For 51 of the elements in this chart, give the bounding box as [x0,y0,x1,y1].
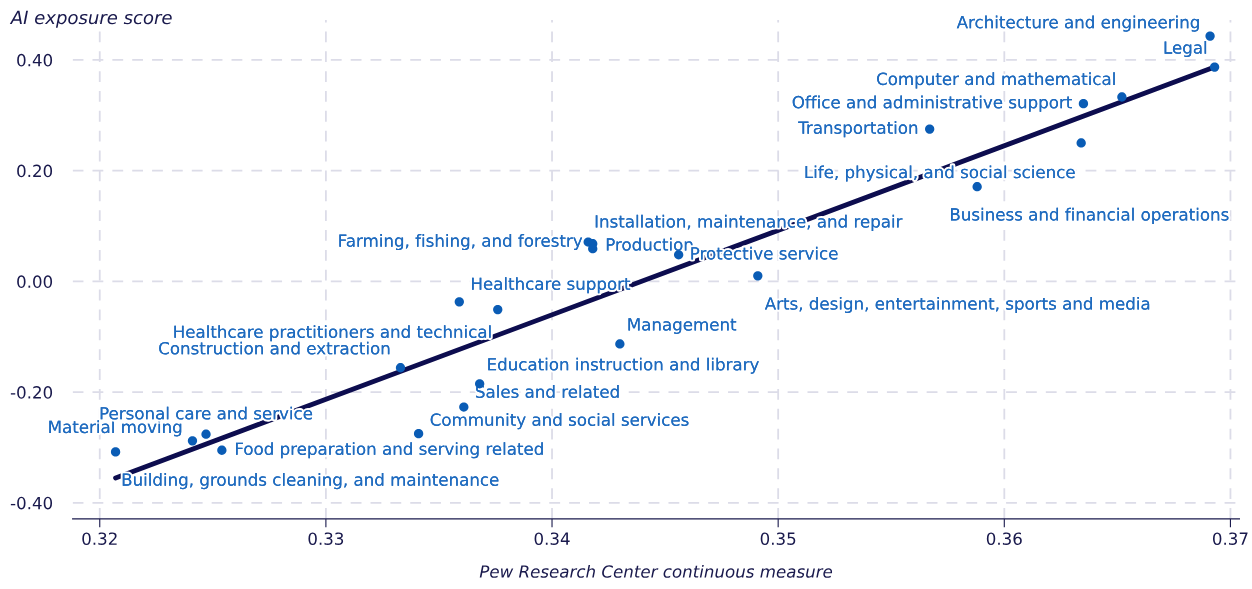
point [1205,31,1215,41]
point [925,124,935,134]
annotation: Architecture and engineering [956,15,1199,32]
x-tick-label: 0.34 [534,532,570,545]
annotation: Education instruction and library [488,357,759,374]
point [454,297,464,307]
annotation: Building, grounds cleaning, and maintenance [122,473,499,490]
point [615,339,625,349]
annotation: Arts, design, entertainment, sports and media [764,296,1150,314]
x-tick-label: 0.33 [308,532,344,545]
point [413,428,424,439]
point [395,363,406,373]
annotation: Food preparation and serving related [236,442,543,459]
y-axis-title: AI exposure score [9,10,172,28]
annotation: Office and administrative support [792,95,1072,112]
y-tick-label: 0.00 [17,275,53,288]
annotation: Healthcare support [472,277,631,294]
x-axis-title: Pew Research Center continuous measure [479,564,833,578]
x-tick-label: 0.36 [986,532,1022,545]
annotation: Material moving [49,420,182,437]
annotation: Construction and extraction [159,341,390,355]
y-tick-label: 0.20 [17,164,53,178]
annotation: Production [606,237,693,251]
x-tick-label: 0.32 [82,532,117,545]
annotation: Business and financial operations [951,207,1229,224]
annotation: Healthcare practitioners and technical [174,325,491,342]
point [1117,92,1127,102]
point [1076,138,1086,148]
y-tick-label: 0.40 [17,53,53,67]
point [187,436,198,446]
y-tick-label: -0.20 [10,386,53,399]
annotation: Sales and related [476,385,619,399]
point [972,182,982,192]
annotation: Management [628,318,737,334]
x-tick-label: 0.37 [1212,532,1248,545]
point [1078,98,1089,109]
point [110,447,121,457]
point [459,402,469,412]
x-tick-label: 0.35 [760,532,796,545]
annotation: Farming, fishing, and forestry [339,233,583,251]
annotation: Computer and mathematical [877,72,1115,89]
annotation: Community and social services [430,413,689,430]
annotation: Legal [1164,40,1207,58]
point [753,271,763,281]
y-tick-label: -0.40 [10,496,53,510]
point [201,429,211,439]
point [1209,62,1220,72]
annotation: Transportation [798,121,918,138]
point [674,250,684,260]
point [493,304,503,315]
point [217,445,227,455]
